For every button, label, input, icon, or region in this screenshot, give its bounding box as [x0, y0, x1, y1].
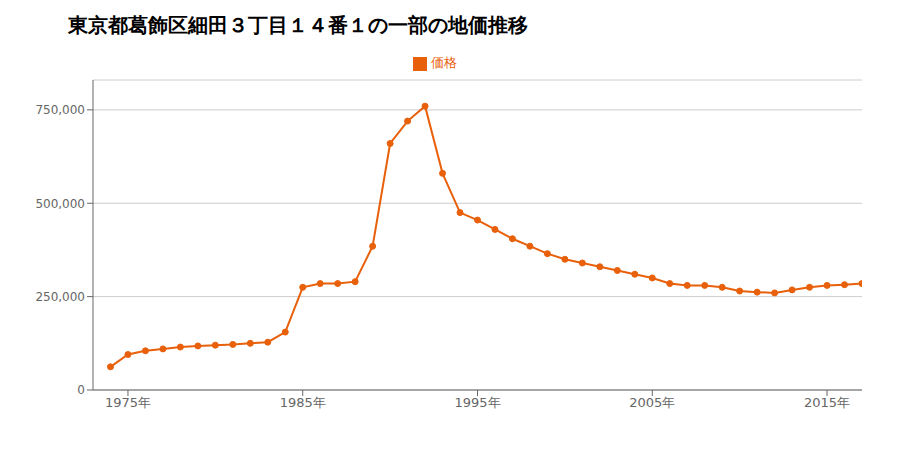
svg-text:2015年: 2015年	[804, 395, 850, 410]
svg-text:1985年: 1985年	[280, 395, 326, 410]
svg-text:1995年: 1995年	[454, 395, 500, 410]
svg-text:250,000: 250,000	[35, 290, 85, 304]
html-text:価格: 価格	[431, 55, 457, 70]
svg-text:1975年: 1975年	[105, 395, 151, 410]
svg-text:500,000: 500,000	[35, 197, 85, 211]
html-text:東京都葛飾区細田３丁目１４番１の一部の地価推移: 東京都葛飾区細田３丁目１４番１の一部の地価推移	[68, 13, 528, 37]
svg-text:0: 0	[77, 383, 85, 397]
svg-text:750,000: 750,000	[35, 103, 85, 117]
svg-text:2005年: 2005年	[629, 395, 675, 410]
